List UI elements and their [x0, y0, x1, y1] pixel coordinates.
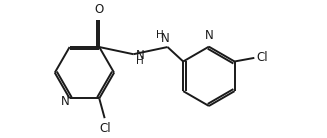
Text: H: H	[136, 56, 144, 66]
Text: Cl: Cl	[100, 122, 112, 135]
Text: Cl: Cl	[256, 51, 268, 64]
Text: N: N	[204, 29, 213, 42]
Text: N: N	[61, 95, 70, 108]
Text: O: O	[95, 3, 104, 16]
Text: N: N	[161, 32, 170, 45]
Text: H: H	[156, 30, 163, 40]
Text: N: N	[136, 49, 145, 62]
